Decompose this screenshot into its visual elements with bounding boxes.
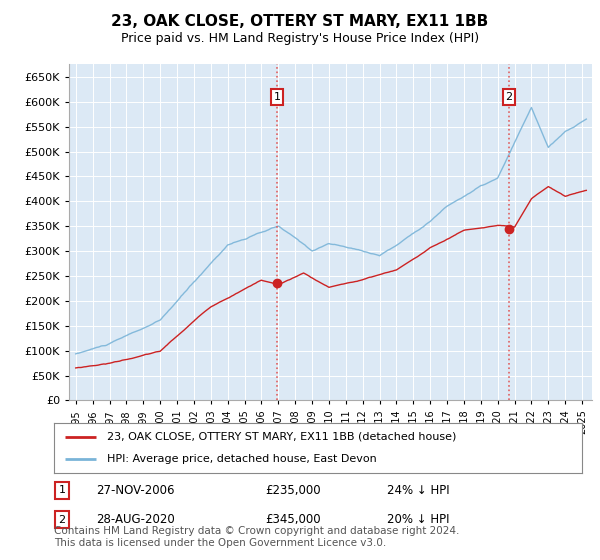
Text: HPI: Average price, detached house, East Devon: HPI: Average price, detached house, East… bbox=[107, 454, 377, 464]
Text: 2: 2 bbox=[505, 92, 512, 102]
Text: 23, OAK CLOSE, OTTERY ST MARY, EX11 1BB (detached house): 23, OAK CLOSE, OTTERY ST MARY, EX11 1BB … bbox=[107, 432, 456, 442]
Text: 1: 1 bbox=[274, 92, 280, 102]
Text: 23, OAK CLOSE, OTTERY ST MARY, EX11 1BB: 23, OAK CLOSE, OTTERY ST MARY, EX11 1BB bbox=[112, 14, 488, 29]
Text: 1: 1 bbox=[58, 485, 65, 495]
Text: Contains HM Land Registry data © Crown copyright and database right 2024.
This d: Contains HM Land Registry data © Crown c… bbox=[54, 526, 460, 548]
Text: 20% ↓ HPI: 20% ↓ HPI bbox=[386, 514, 449, 526]
Text: £235,000: £235,000 bbox=[265, 484, 321, 497]
Text: Price paid vs. HM Land Registry's House Price Index (HPI): Price paid vs. HM Land Registry's House … bbox=[121, 32, 479, 45]
Text: 24% ↓ HPI: 24% ↓ HPI bbox=[386, 484, 449, 497]
Text: 2: 2 bbox=[58, 515, 65, 525]
Text: 28-AUG-2020: 28-AUG-2020 bbox=[96, 514, 175, 526]
Text: 27-NOV-2006: 27-NOV-2006 bbox=[96, 484, 175, 497]
Text: £345,000: £345,000 bbox=[265, 514, 321, 526]
